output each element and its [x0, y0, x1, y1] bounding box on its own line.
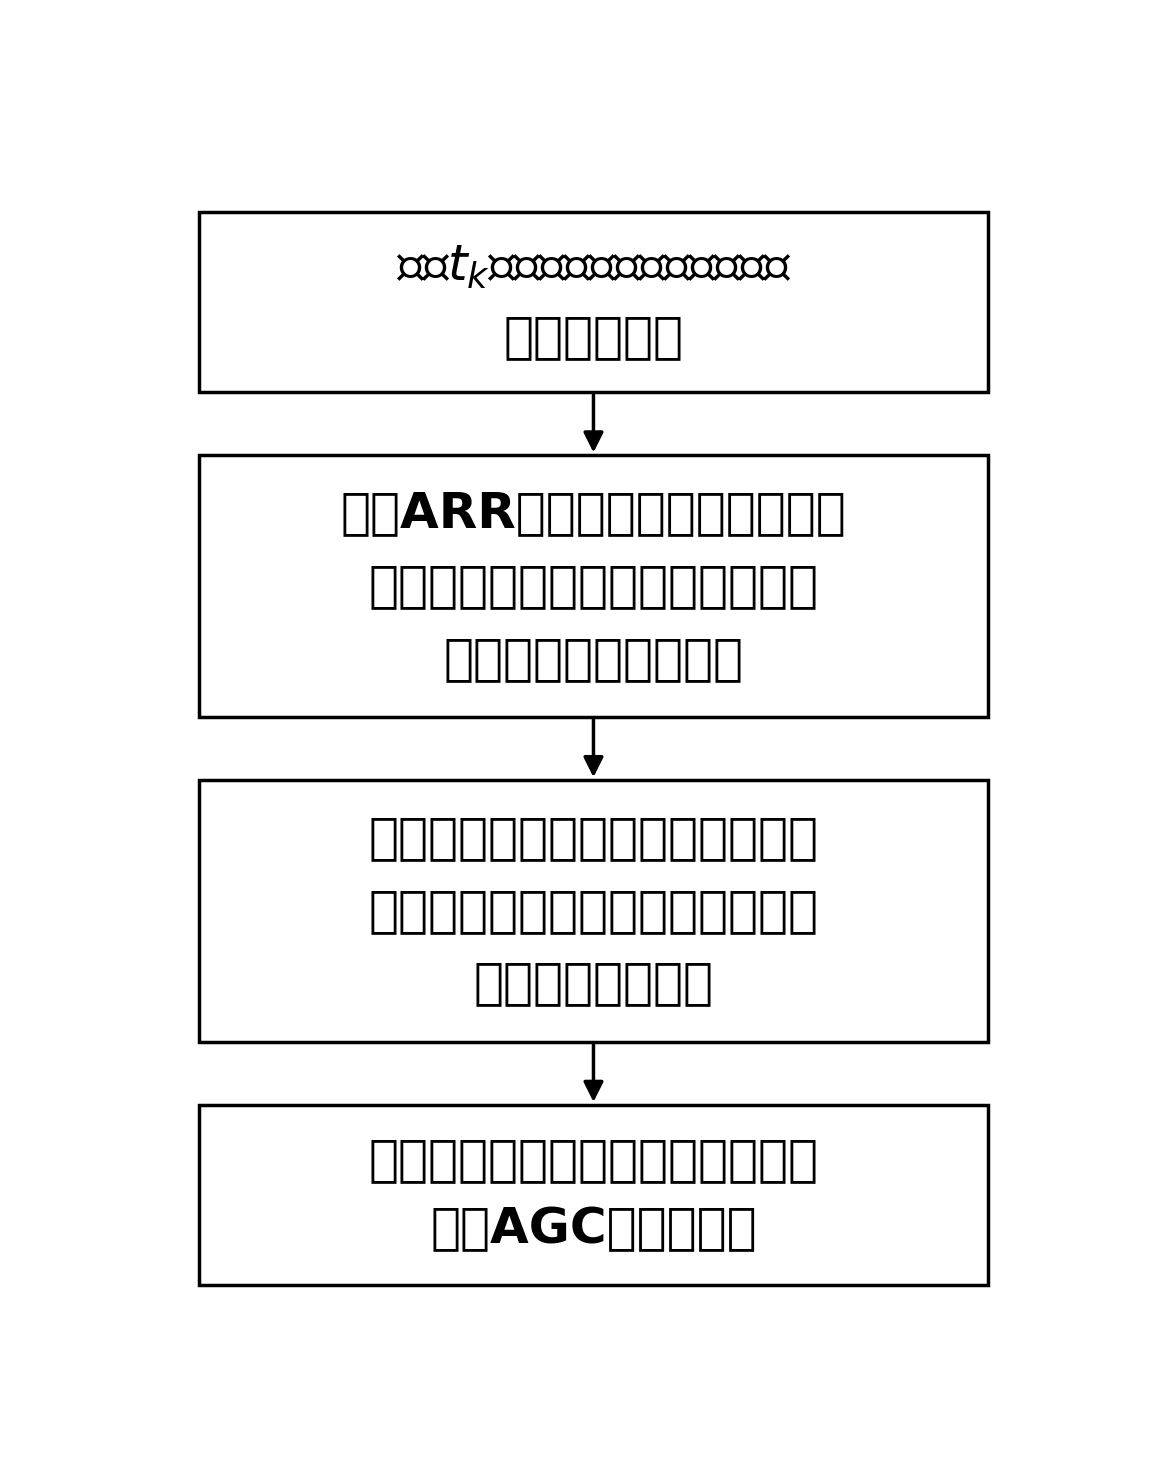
Text: 电网AGC的控制系统: 电网AGC的控制系统: [430, 1205, 757, 1254]
Bar: [199, 1104, 988, 1285]
Text: 承担量的协调控制原则: 承担量的协调控制原则: [444, 634, 743, 683]
Text: 制设备的开关状态: 制设备的开关状态: [474, 959, 713, 1008]
Text: 设计集群温控负荷的功率响应控制: 设计集群温控负荷的功率响应控制: [368, 814, 819, 863]
Bar: [199, 212, 988, 393]
Text: 模型，采用直接控制方式有序地控: 模型，采用直接控制方式有序地控: [368, 886, 819, 935]
Text: 评估$t_k$时刻集群温控负荷的可参与: 评估$t_k$时刻集群温控负荷的可参与: [396, 243, 791, 292]
Text: 根据ARR信号分区制定合理分配传: 根据ARR信号分区制定合理分配传: [340, 489, 846, 538]
Bar: [199, 455, 988, 717]
Text: 调频容量区间: 调频容量区间: [504, 313, 683, 360]
Text: 搭建完整的考虑集群温控负荷参与: 搭建完整的考虑集群温控负荷参与: [368, 1137, 819, 1184]
Text: 统调频机组与集群温控负荷调频承: 统调频机组与集群温控负荷调频承: [368, 562, 819, 611]
Bar: [199, 780, 988, 1042]
